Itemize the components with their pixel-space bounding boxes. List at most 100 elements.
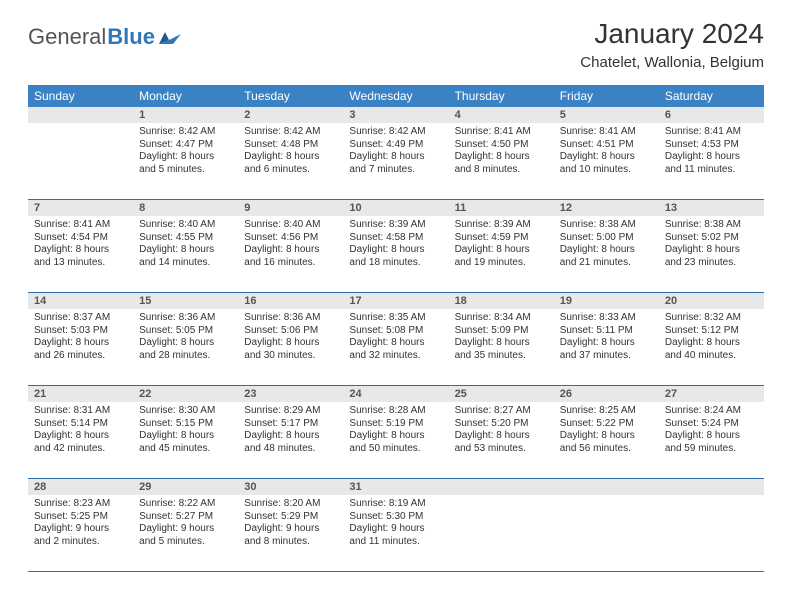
- daylight-text-2: and 10 minutes.: [560, 164, 653, 177]
- day-number: 8: [133, 200, 238, 216]
- sunrise-text: Sunrise: 8:41 AM: [455, 126, 548, 139]
- calendar-week: Sunrise: 8:31 AMSunset: 5:14 PMDaylight:…: [28, 402, 764, 479]
- daylight-text-1: Daylight: 8 hours: [665, 151, 758, 164]
- calendar-cell: Sunrise: 8:27 AMSunset: 5:20 PMDaylight:…: [449, 402, 554, 478]
- daylight-text-1: Daylight: 8 hours: [244, 151, 337, 164]
- day-header-monday: Monday: [133, 85, 238, 107]
- sunset-text: Sunset: 4:48 PM: [244, 139, 337, 152]
- calendar-cell: [554, 495, 659, 571]
- title-block: January 2024 Chatelet, Wallonia, Belgium: [580, 18, 764, 71]
- daynum-row: 14151617181920: [28, 293, 764, 309]
- day-number: 5: [554, 107, 659, 123]
- calendar-cell: Sunrise: 8:42 AMSunset: 4:49 PMDaylight:…: [343, 123, 448, 199]
- logo-text-general: General: [28, 24, 106, 50]
- sunrise-text: Sunrise: 8:38 AM: [560, 219, 653, 232]
- daylight-text-2: and 11 minutes.: [349, 536, 442, 549]
- daylight-text-1: Daylight: 8 hours: [455, 244, 548, 257]
- sunset-text: Sunset: 4:55 PM: [139, 232, 232, 245]
- calendar-cell: Sunrise: 8:35 AMSunset: 5:08 PMDaylight:…: [343, 309, 448, 385]
- day-number: 29: [133, 479, 238, 495]
- daylight-text-2: and 48 minutes.: [244, 443, 337, 456]
- sunset-text: Sunset: 5:02 PM: [665, 232, 758, 245]
- logo-mark-icon: [159, 24, 181, 50]
- calendar-week: Sunrise: 8:37 AMSunset: 5:03 PMDaylight:…: [28, 309, 764, 386]
- daylight-text-2: and 45 minutes.: [139, 443, 232, 456]
- sunset-text: Sunset: 5:22 PM: [560, 418, 653, 431]
- sunrise-text: Sunrise: 8:39 AM: [349, 219, 442, 232]
- daynum-row: 78910111213: [28, 200, 764, 216]
- calendar-cell: Sunrise: 8:37 AMSunset: 5:03 PMDaylight:…: [28, 309, 133, 385]
- calendar-cell: [659, 495, 764, 571]
- sunrise-text: Sunrise: 8:24 AM: [665, 405, 758, 418]
- sunset-text: Sunset: 5:09 PM: [455, 325, 548, 338]
- sunset-text: Sunset: 4:49 PM: [349, 139, 442, 152]
- daylight-text-1: Daylight: 8 hours: [139, 337, 232, 350]
- page-title: January 2024: [580, 18, 764, 50]
- daylight-text-1: Daylight: 8 hours: [665, 337, 758, 350]
- day-number: [554, 479, 659, 495]
- daylight-text-1: Daylight: 8 hours: [34, 244, 127, 257]
- day-number: 12: [554, 200, 659, 216]
- daylight-text-2: and 59 minutes.: [665, 443, 758, 456]
- sunset-text: Sunset: 4:50 PM: [455, 139, 548, 152]
- calendar-cell: Sunrise: 8:33 AMSunset: 5:11 PMDaylight:…: [554, 309, 659, 385]
- day-number: 23: [238, 386, 343, 402]
- daylight-text-1: Daylight: 8 hours: [139, 151, 232, 164]
- daylight-text-2: and 23 minutes.: [665, 257, 758, 270]
- daylight-text-2: and 5 minutes.: [139, 164, 232, 177]
- calendar-cell: Sunrise: 8:30 AMSunset: 5:15 PMDaylight:…: [133, 402, 238, 478]
- sunrise-text: Sunrise: 8:41 AM: [34, 219, 127, 232]
- daylight-text-1: Daylight: 8 hours: [349, 430, 442, 443]
- daylight-text-1: Daylight: 9 hours: [34, 523, 127, 536]
- sunset-text: Sunset: 4:58 PM: [349, 232, 442, 245]
- calendar-cell: Sunrise: 8:20 AMSunset: 5:29 PMDaylight:…: [238, 495, 343, 571]
- calendar-cell: Sunrise: 8:38 AMSunset: 5:00 PMDaylight:…: [554, 216, 659, 292]
- sunset-text: Sunset: 5:27 PM: [139, 511, 232, 524]
- day-number: [659, 479, 764, 495]
- calendar-cell: Sunrise: 8:40 AMSunset: 4:56 PMDaylight:…: [238, 216, 343, 292]
- calendar-cell: [28, 123, 133, 199]
- daylight-text-1: Daylight: 8 hours: [139, 430, 232, 443]
- day-number: 31: [343, 479, 448, 495]
- sunrise-text: Sunrise: 8:27 AM: [455, 405, 548, 418]
- sunrise-text: Sunrise: 8:40 AM: [139, 219, 232, 232]
- calendar-cell: Sunrise: 8:41 AMSunset: 4:50 PMDaylight:…: [449, 123, 554, 199]
- sunset-text: Sunset: 5:05 PM: [139, 325, 232, 338]
- calendar-cell: Sunrise: 8:41 AMSunset: 4:53 PMDaylight:…: [659, 123, 764, 199]
- day-number: 9: [238, 200, 343, 216]
- daylight-text-2: and 18 minutes.: [349, 257, 442, 270]
- day-number: [449, 479, 554, 495]
- day-number: 24: [343, 386, 448, 402]
- day-number: 6: [659, 107, 764, 123]
- calendar-cell: Sunrise: 8:25 AMSunset: 5:22 PMDaylight:…: [554, 402, 659, 478]
- day-number: 11: [449, 200, 554, 216]
- daylight-text-2: and 7 minutes.: [349, 164, 442, 177]
- day-number: 16: [238, 293, 343, 309]
- daylight-text-1: Daylight: 8 hours: [665, 430, 758, 443]
- daylight-text-1: Daylight: 8 hours: [349, 337, 442, 350]
- sunset-text: Sunset: 5:06 PM: [244, 325, 337, 338]
- calendar-cell: Sunrise: 8:24 AMSunset: 5:24 PMDaylight:…: [659, 402, 764, 478]
- calendar-cell: Sunrise: 8:31 AMSunset: 5:14 PMDaylight:…: [28, 402, 133, 478]
- sunrise-text: Sunrise: 8:36 AM: [139, 312, 232, 325]
- day-header-sunday: Sunday: [28, 85, 133, 107]
- sunrise-text: Sunrise: 8:42 AM: [139, 126, 232, 139]
- sunset-text: Sunset: 5:30 PM: [349, 511, 442, 524]
- daylight-text-2: and 42 minutes.: [34, 443, 127, 456]
- calendar-cell: Sunrise: 8:42 AMSunset: 4:47 PMDaylight:…: [133, 123, 238, 199]
- daylight-text-1: Daylight: 8 hours: [34, 337, 127, 350]
- daylight-text-2: and 37 minutes.: [560, 350, 653, 363]
- daylight-text-1: Daylight: 8 hours: [665, 244, 758, 257]
- calendar-cell: Sunrise: 8:32 AMSunset: 5:12 PMDaylight:…: [659, 309, 764, 385]
- day-header-saturday: Saturday: [659, 85, 764, 107]
- sunrise-text: Sunrise: 8:35 AM: [349, 312, 442, 325]
- day-number: [28, 107, 133, 123]
- daylight-text-2: and 6 minutes.: [244, 164, 337, 177]
- calendar-cell: Sunrise: 8:41 AMSunset: 4:51 PMDaylight:…: [554, 123, 659, 199]
- daylight-text-2: and 5 minutes.: [139, 536, 232, 549]
- daylight-text-2: and 28 minutes.: [139, 350, 232, 363]
- calendar-cell: Sunrise: 8:22 AMSunset: 5:27 PMDaylight:…: [133, 495, 238, 571]
- sunset-text: Sunset: 5:03 PM: [34, 325, 127, 338]
- sunrise-text: Sunrise: 8:22 AM: [139, 498, 232, 511]
- daylight-text-2: and 8 minutes.: [455, 164, 548, 177]
